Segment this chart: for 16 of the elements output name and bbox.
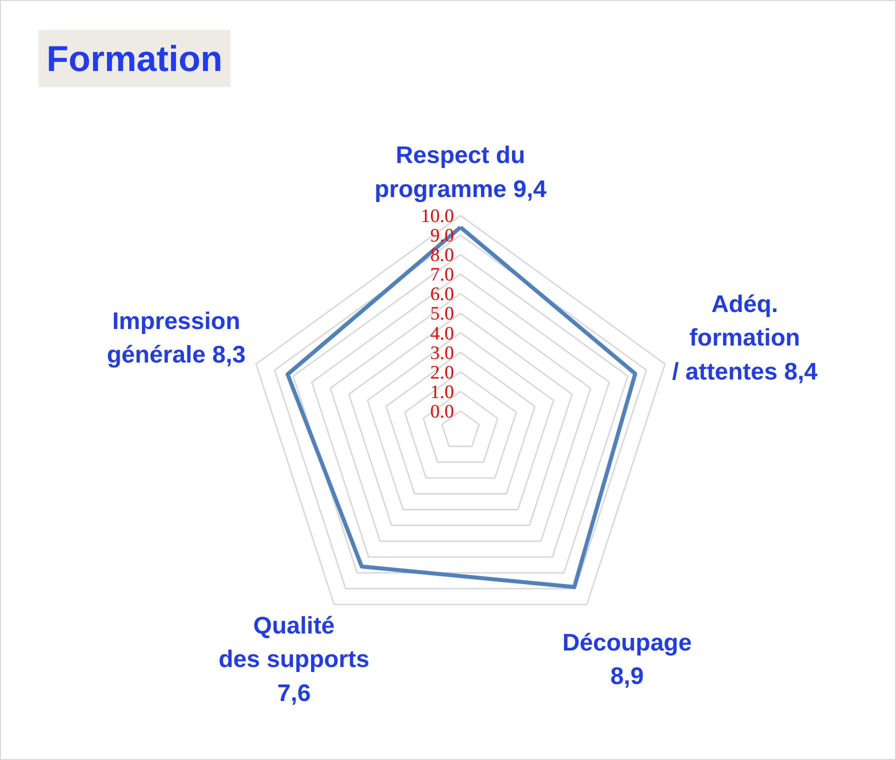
spoke-label: Respect du programme 9,4 (374, 142, 548, 203)
spoke-label: Découpage 8,9 (562, 629, 692, 690)
y-tick-label: 1.0 (430, 382, 454, 403)
spoke-label: Qualité des supports 7,6 (218, 612, 370, 707)
spoke-label: Impression générale 8,3 (106, 308, 246, 369)
spoke-label: Adéq. formation / attentes 8,4 (672, 290, 818, 386)
y-tick-label: 0.0 (430, 401, 454, 422)
y-tick-label: 2.0 (430, 362, 454, 384)
y-tick-label: 8.0 (430, 245, 454, 266)
y-tick-label: 5.0 (430, 304, 454, 325)
y-tick-label: 3.0 (430, 342, 454, 364)
y-tick-label: 6.0 (430, 284, 454, 306)
y-tick-label: 7.0 (430, 264, 454, 286)
y-tick-label: 4.0 (430, 323, 454, 344)
y-tick-label: 10.0 (420, 206, 454, 227)
chart-title: Formation (46, 38, 222, 79)
